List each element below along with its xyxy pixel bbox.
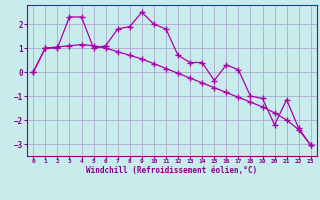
X-axis label: Windchill (Refroidissement éolien,°C): Windchill (Refroidissement éolien,°C) xyxy=(86,166,258,175)
